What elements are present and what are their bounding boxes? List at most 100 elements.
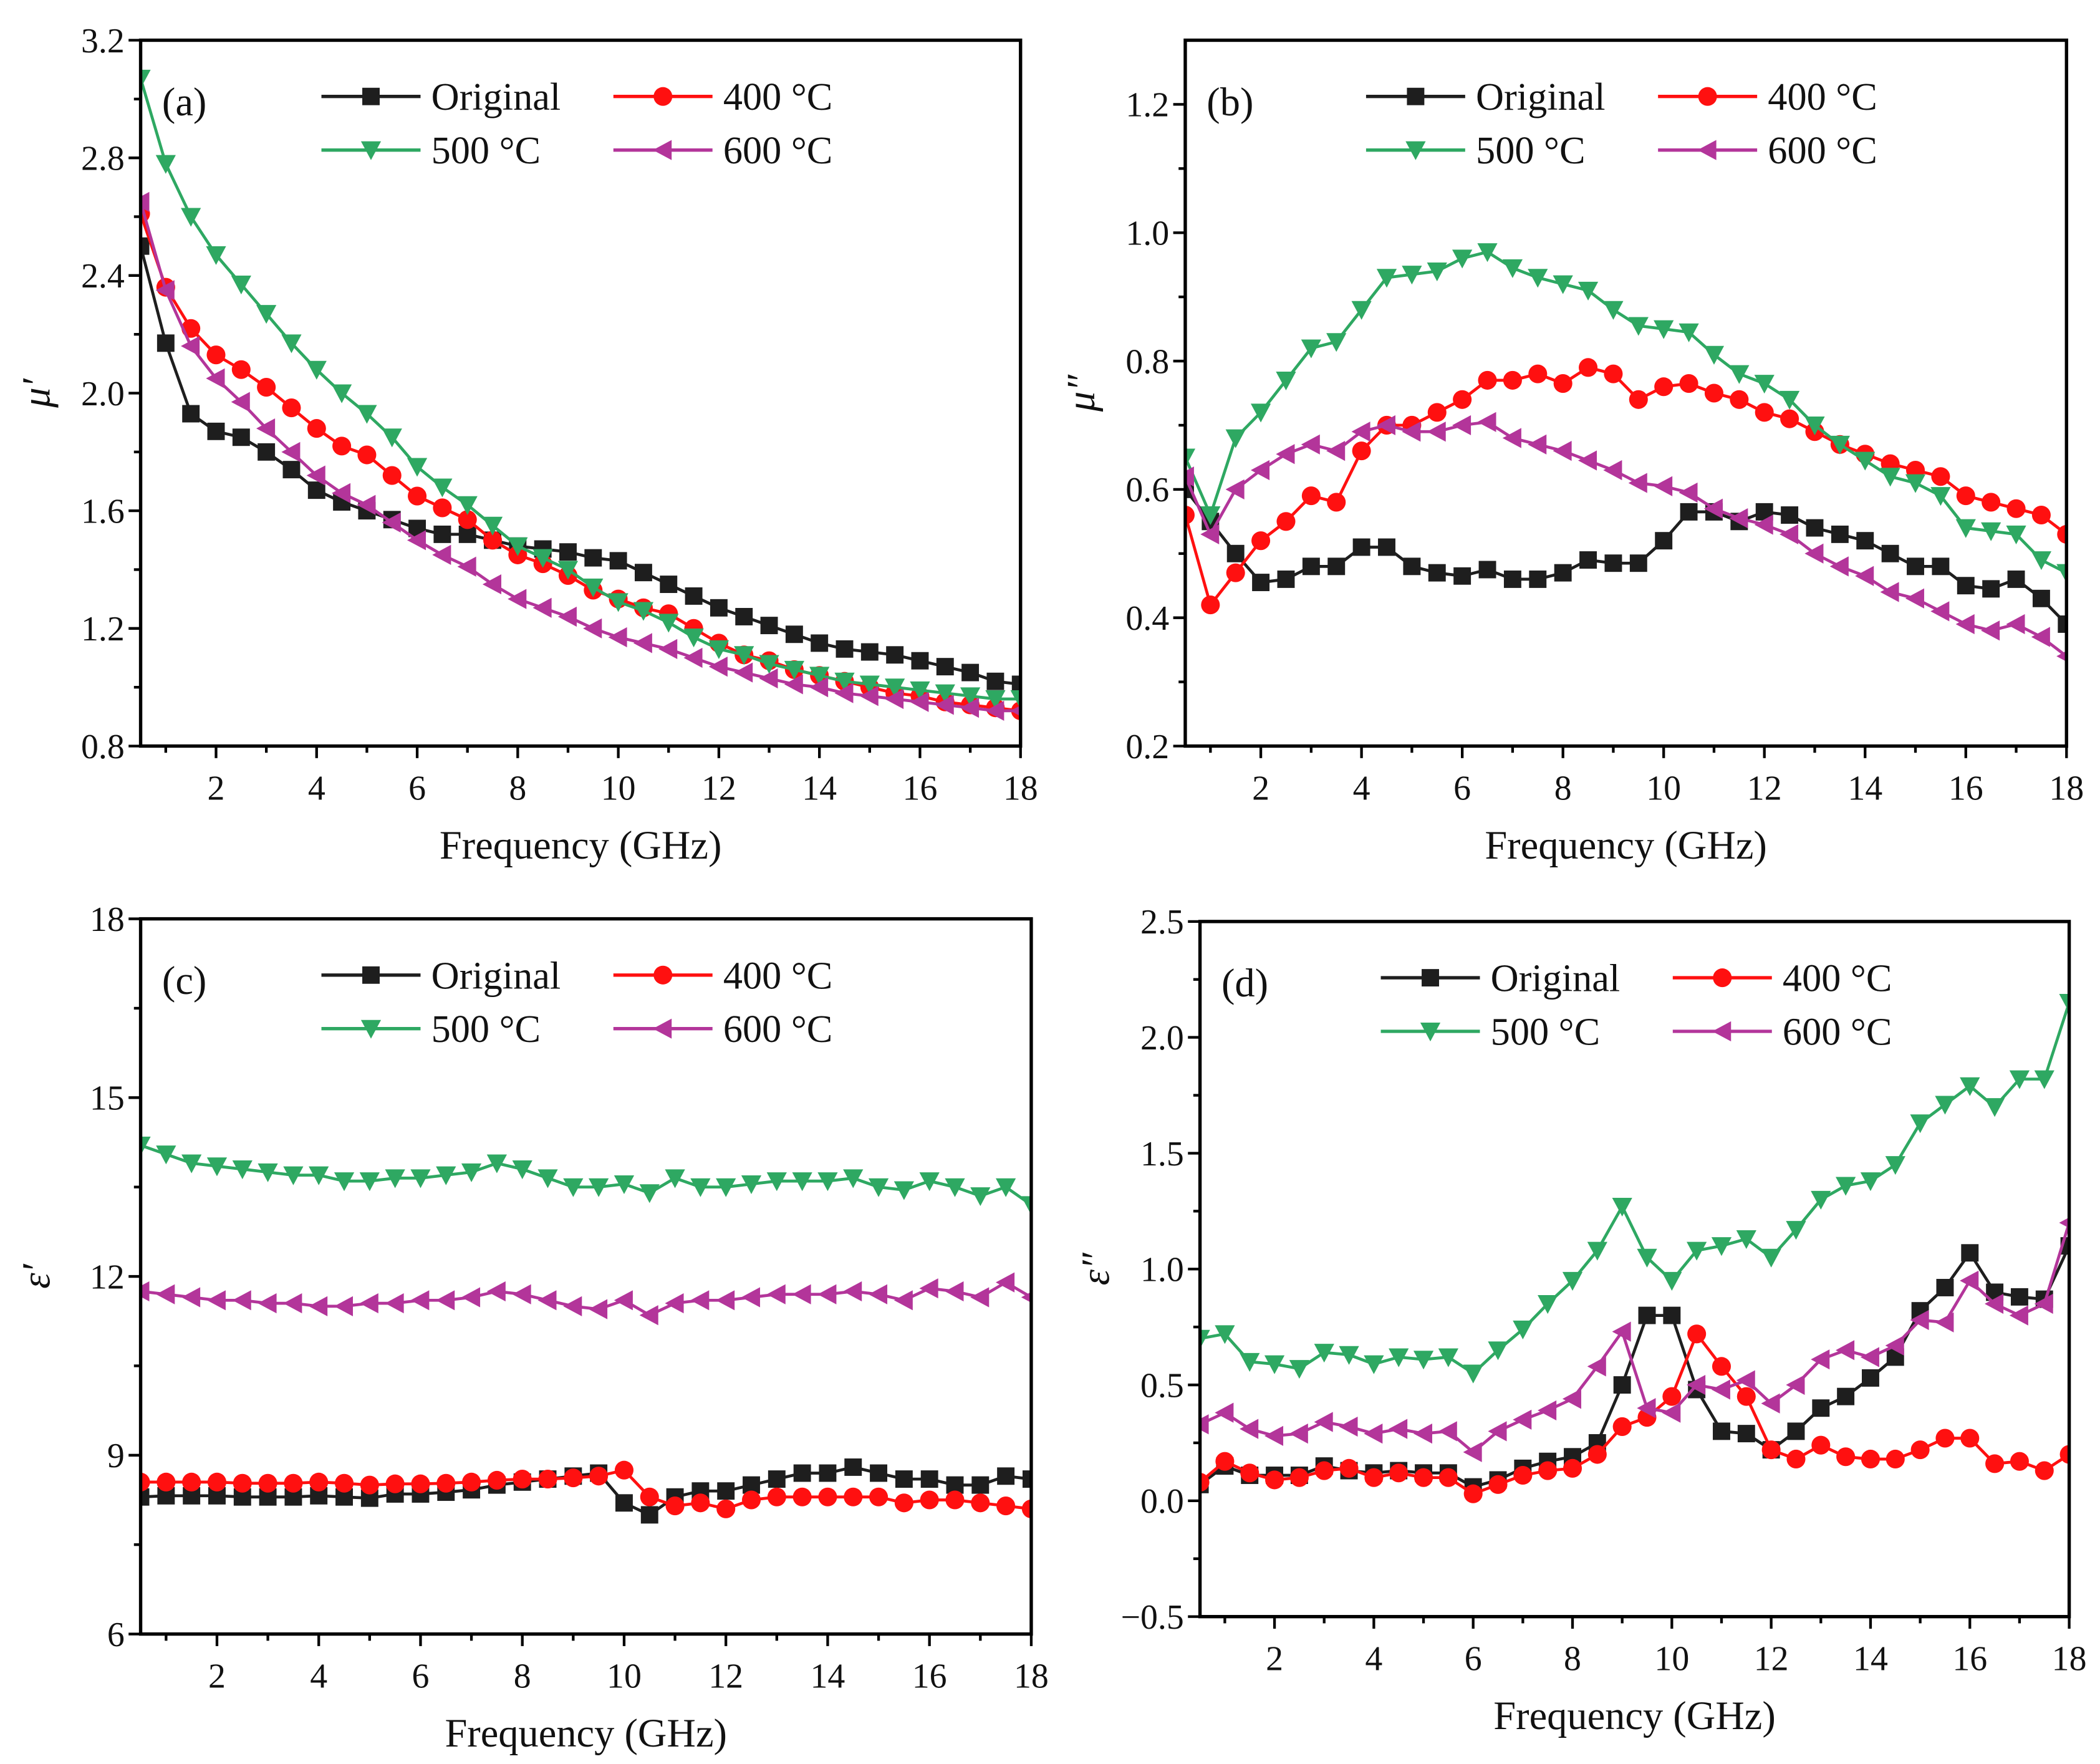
y-tick-label: 1.0 — [1125, 214, 1169, 253]
x-tick-label: 18 — [2052, 1640, 2087, 1679]
data-point — [1215, 1402, 1234, 1423]
data-point — [996, 1272, 1015, 1293]
data-point — [589, 1467, 609, 1486]
data-point — [685, 587, 703, 605]
data-point — [1881, 544, 1899, 562]
data-point — [919, 1172, 940, 1192]
data-point — [1836, 1177, 1856, 1196]
data-point — [1687, 1241, 1707, 1261]
x-tick-label: 16 — [1952, 1640, 1987, 1679]
data-point — [2006, 499, 2026, 518]
series-500c — [140, 1136, 1031, 1215]
data-point — [1352, 441, 1371, 461]
y-tick-label: 1.6 — [81, 492, 125, 531]
y-tick-label: 1.5 — [1140, 1135, 1184, 1174]
series-400c — [140, 1460, 1031, 1518]
data-point — [1225, 429, 1246, 448]
x-tick-label: 10 — [607, 1657, 642, 1695]
data-point — [1780, 409, 1799, 428]
data-point — [231, 360, 251, 379]
data-point — [1761, 1248, 1781, 1268]
data-point — [557, 606, 577, 627]
data-point — [1754, 375, 1775, 394]
data-point — [1185, 505, 1195, 525]
data-point — [690, 1178, 711, 1197]
series-line — [1185, 420, 2067, 658]
legend-marker — [1407, 87, 1425, 105]
data-point — [634, 564, 652, 582]
legend-entry: Original — [1380, 957, 1620, 1000]
data-point — [410, 1169, 431, 1188]
legend-marker — [653, 1018, 672, 1039]
data-point — [360, 1475, 379, 1495]
data-point — [1787, 1422, 1805, 1440]
data-point — [283, 1166, 304, 1185]
series-500c — [1200, 993, 2069, 1384]
data-point — [486, 1154, 508, 1174]
data-point — [1563, 1458, 1582, 1478]
legend-label: 400 °C — [1768, 75, 1877, 118]
series-line — [1185, 488, 2067, 625]
series-line — [140, 1144, 1031, 1207]
data-point — [608, 593, 629, 612]
x-tick-label: 14 — [811, 1657, 845, 1695]
data-point — [140, 1488, 150, 1506]
y-axis-label: μ′ — [14, 378, 58, 408]
data-point — [818, 1487, 837, 1506]
x-tick-label: 18 — [1014, 1657, 1049, 1695]
data-point — [1528, 269, 1548, 288]
data-point — [1935, 1429, 1955, 1448]
data-point — [1477, 412, 1496, 432]
data-point — [1010, 690, 1021, 710]
data-point — [2034, 1070, 2054, 1089]
x-tick-label: 10 — [1654, 1640, 1689, 1679]
legend-entry: 500 °C — [321, 129, 541, 172]
data-point — [1755, 403, 1774, 422]
data-point — [1562, 1271, 1583, 1291]
data-point — [1301, 434, 1320, 455]
y-tick-label: 0.8 — [1125, 342, 1169, 381]
data-point — [895, 1470, 913, 1488]
legend-entry: 600 °C — [613, 129, 832, 172]
series-original — [1185, 480, 2067, 633]
data-point — [462, 1472, 481, 1492]
data-point — [408, 486, 427, 506]
data-point — [1427, 263, 1447, 282]
data-point — [306, 360, 327, 380]
data-point — [817, 1284, 837, 1304]
data-point — [1252, 574, 1270, 592]
data-point — [155, 155, 176, 174]
data-point — [1529, 570, 1547, 588]
x-tick-label: 16 — [903, 769, 938, 807]
data-point — [1463, 1442, 1482, 1462]
data-point — [1250, 403, 1271, 423]
data-point — [1226, 544, 1245, 562]
data-point — [532, 597, 552, 618]
legend-entry: 400 °C — [613, 954, 832, 997]
data-point — [1352, 538, 1370, 556]
legend-marker — [360, 1019, 382, 1039]
data-point — [945, 1490, 965, 1510]
data-point — [792, 1172, 812, 1192]
data-point — [971, 1476, 990, 1494]
x-tick-label: 8 — [1554, 769, 1572, 807]
x-tick-label: 18 — [1003, 769, 1038, 807]
data-point — [1930, 487, 1951, 506]
data-point — [1428, 564, 1446, 582]
data-point — [844, 1458, 862, 1476]
data-point — [911, 652, 929, 670]
y-tick-label: 12 — [90, 1258, 125, 1296]
data-point — [735, 607, 753, 625]
data-point — [1289, 1360, 1309, 1379]
data-point — [1438, 1348, 1458, 1367]
data-point — [766, 1284, 786, 1304]
y-tick-label: 2.5 — [1140, 903, 1184, 942]
legend-entry: 500 °C — [1380, 1010, 1600, 1053]
data-point — [1736, 1370, 1755, 1390]
legend: Original 400 °C 500 °C 600 °C — [321, 954, 832, 1051]
data-point — [309, 1472, 329, 1492]
data-point — [1477, 243, 1498, 263]
data-point — [1528, 364, 1548, 383]
data-point — [809, 667, 830, 686]
data-point — [1806, 519, 1824, 537]
